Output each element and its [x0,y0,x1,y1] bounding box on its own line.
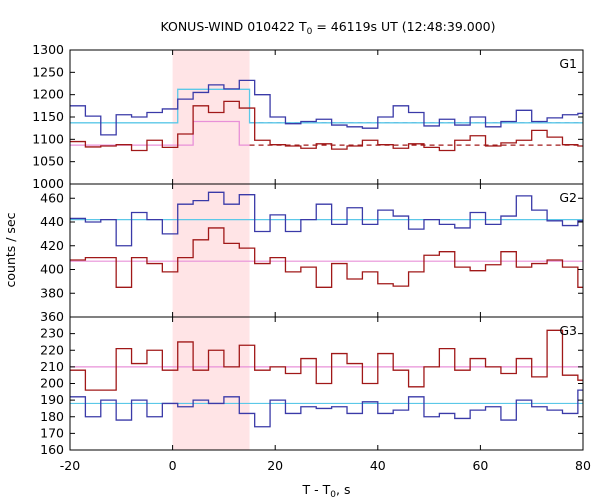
y-tick-label: 200 [40,376,64,391]
y-tick-label: 360 [40,309,64,324]
highlight-interval [172,50,250,450]
y-tick-label: 230 [40,326,64,341]
y-tick-label: 1050 [32,154,64,169]
histogram-series [70,227,583,288]
y-tick-label: 180 [40,409,64,424]
histogram-series [70,329,583,391]
x-tick-label: 40 [370,458,386,473]
panel-label: G2 [559,190,577,205]
y-tick-label: 1150 [32,109,64,124]
y-tick-label: 1000 [32,176,64,191]
panel-g1 [70,79,583,152]
y-tick-label: 210 [40,359,64,374]
y-tick-label: 460 [40,190,64,205]
frame-layer [69,49,584,451]
y-tick-label: 160 [40,442,64,457]
histogram-series [70,100,583,152]
y-tick-label: 1100 [32,131,64,146]
fit-line [70,88,583,124]
y-tick-label: 1200 [32,87,64,102]
y-tick-label: 440 [40,214,64,229]
histogram-series [70,79,583,136]
y-tick-label: 1300 [32,42,64,57]
fit-line [70,120,250,146]
y-tick-label: 220 [40,342,64,357]
y-tick-label: 1250 [32,64,64,79]
data-layer [70,79,583,428]
text-layer: 1000105011001150120012501300G13603804004… [3,19,591,500]
panel-g2 [70,191,583,288]
panel-label: G1 [559,56,577,71]
y-tick-label: 170 [40,425,64,440]
histogram-series [70,191,583,247]
y-tick-label: 190 [40,392,64,407]
x-tick-label: 60 [472,458,488,473]
panel-g3 [70,329,583,428]
x-tick-label: 80 [575,458,591,473]
background-layer [172,50,250,450]
panel-label: G3 [559,323,577,338]
x-tick-label: 0 [169,458,177,473]
y-axis-label: counts / sec [3,212,18,287]
chart-title: KONUS-WIND 010422 T0 = 46119s UT (12:48:… [160,19,495,37]
y-tick-label: 380 [40,285,64,300]
x-tick-label: 20 [267,458,283,473]
histogram-series [70,389,583,428]
x-tick-label: -20 [60,458,80,473]
y-tick-label: 420 [40,238,64,253]
x-axis-label: T - T0, s [302,482,351,500]
y-tick-label: 400 [40,262,64,277]
